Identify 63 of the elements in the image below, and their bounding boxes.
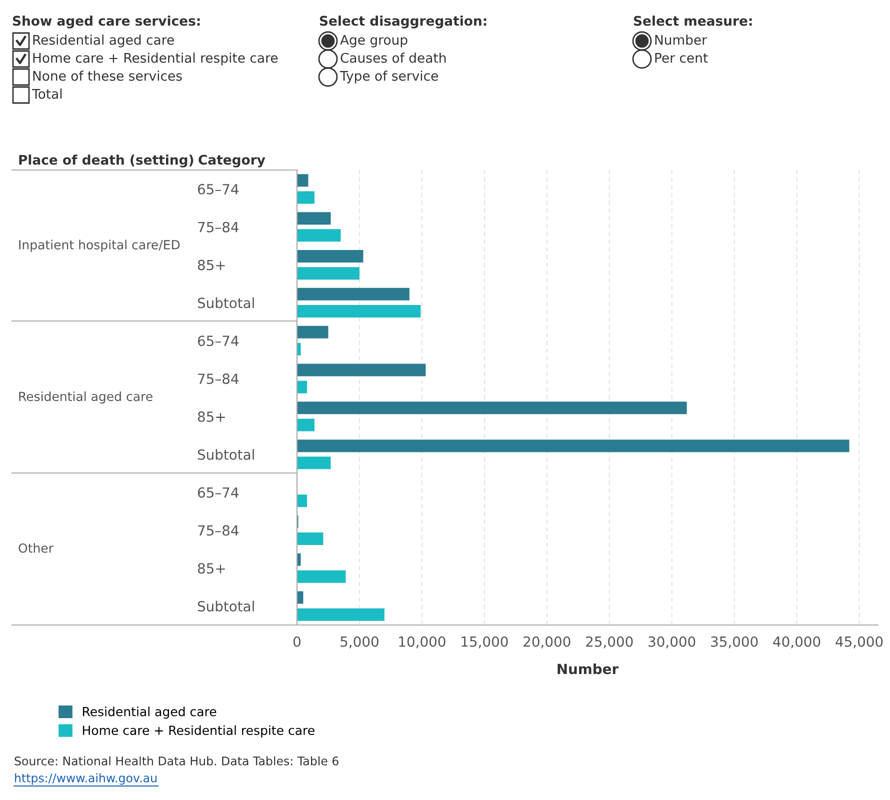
x-tick-label: 0 bbox=[293, 636, 300, 647]
text: Per cent bbox=[655, 53, 708, 63]
text: Type of service bbox=[340, 70, 438, 84]
bar bbox=[297, 380, 307, 394]
y-tick-label: Subtotal bbox=[198, 600, 254, 612]
y-tick-label: Subtotal bbox=[198, 449, 254, 460]
bar bbox=[297, 191, 314, 204]
y-tick-label: 85+ bbox=[198, 260, 225, 270]
text: https://www.aihw.gov.au bbox=[15, 773, 156, 785]
text: None of these services bbox=[33, 70, 182, 81]
legend-label: Residential aged care bbox=[82, 706, 216, 719]
x-tick-label: 5,000 bbox=[340, 636, 378, 648]
bar bbox=[297, 608, 384, 621]
x-tick-label: 20,000 bbox=[524, 636, 570, 648]
x-axis-title: Number bbox=[558, 663, 619, 674]
bar bbox=[297, 250, 364, 263]
y-tick-label: 65–74 bbox=[198, 487, 239, 498]
y-tick-label: 85+ bbox=[198, 411, 225, 422]
bar bbox=[297, 288, 410, 300]
text: Inpatient hospital care/ED bbox=[19, 240, 180, 252]
x-tick-label: 45,000 bbox=[836, 636, 883, 648]
y-tick-label: 75–84 bbox=[198, 525, 239, 536]
text: Select disaggregation: bbox=[320, 16, 486, 28]
x-tick-label: 15,000 bbox=[462, 636, 508, 648]
text: Category bbox=[198, 154, 266, 168]
bar bbox=[297, 229, 341, 242]
text: Residential aged care bbox=[33, 34, 174, 48]
bar bbox=[297, 440, 850, 452]
bar bbox=[297, 418, 314, 432]
bar bbox=[297, 494, 307, 508]
text: Home care + Residential respite care bbox=[33, 52, 278, 66]
text: Place of death (setting) bbox=[19, 154, 194, 168]
text: Number bbox=[655, 34, 708, 45]
text: Total bbox=[32, 88, 62, 99]
bar bbox=[297, 304, 421, 318]
x-tick-label: 40,000 bbox=[773, 636, 820, 648]
x-tick-label: 25,000 bbox=[586, 636, 633, 648]
y-tick-label: Subtotal bbox=[198, 297, 254, 308]
text: Age group bbox=[340, 35, 408, 48]
x-tick-label: 30,000 bbox=[648, 636, 696, 648]
source-note: Source: National Health Data Hub. Data Tables: Table 6 bbox=[14, 756, 338, 766]
x-tick-label: 10,000 bbox=[399, 636, 446, 648]
bar bbox=[297, 267, 360, 280]
text: Residential aged care bbox=[19, 391, 152, 404]
text: Causes of death bbox=[340, 52, 446, 63]
x-tick-label: 35,000 bbox=[711, 636, 758, 648]
text: Other bbox=[18, 543, 54, 553]
bar bbox=[297, 402, 687, 414]
bar bbox=[297, 174, 308, 187]
text: Show aged care services: bbox=[12, 16, 200, 28]
legend-label: Home care + Residential respite care bbox=[82, 725, 314, 738]
bar bbox=[297, 456, 331, 470]
text: Select measure: bbox=[634, 16, 752, 26]
y-tick-label: 85+ bbox=[198, 563, 225, 574]
bar bbox=[297, 326, 328, 338]
bar bbox=[297, 570, 346, 583]
y-tick-label: 65–74 bbox=[198, 336, 239, 346]
y-tick-label: 75–84 bbox=[198, 374, 239, 384]
bar bbox=[297, 532, 324, 545]
bar bbox=[297, 364, 426, 376]
bar bbox=[297, 212, 331, 225]
y-tick-label: 65–74 bbox=[198, 184, 239, 194]
y-tick-label: 75–84 bbox=[198, 222, 239, 232]
